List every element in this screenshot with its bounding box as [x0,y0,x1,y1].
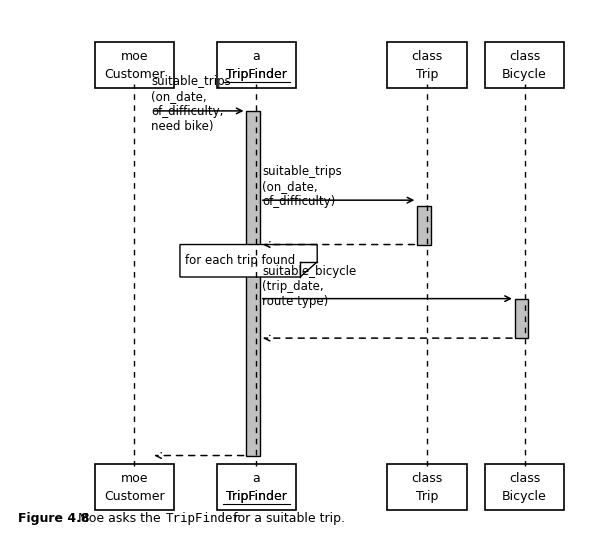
Text: for a suitable trip.: for a suitable trip. [229,512,345,525]
Text: a: a [253,50,260,63]
Text: TripFinder: TripFinder [226,68,287,81]
FancyBboxPatch shape [217,42,296,88]
Text: Trip: Trip [416,68,438,81]
Text: suitable_bicycle
(trip_date,
route type): suitable_bicycle (trip_date, route type) [262,265,357,308]
Text: class: class [509,50,540,63]
Text: moe: moe [120,50,148,63]
Text: TripFinder: TripFinder [226,68,287,81]
Text: for each trip found: for each trip found [185,254,295,267]
FancyBboxPatch shape [485,464,564,510]
Text: class: class [509,472,540,485]
FancyBboxPatch shape [515,299,528,338]
Text: TripFinder: TripFinder [226,490,287,503]
Text: suitable_trips
(on_date,
of_difficulty): suitable_trips (on_date, of_difficulty) [262,165,342,208]
Text: moe: moe [120,472,148,485]
Text: Figure 4.8: Figure 4.8 [18,512,90,525]
Text: Trip: Trip [416,490,438,503]
FancyBboxPatch shape [387,42,467,88]
FancyBboxPatch shape [485,42,564,88]
FancyBboxPatch shape [217,464,296,510]
Text: Bicycle: Bicycle [502,490,547,503]
Text: Moe asks the: Moe asks the [70,512,165,525]
FancyBboxPatch shape [246,111,260,456]
Text: Customer: Customer [104,490,165,503]
Text: Bicycle: Bicycle [502,68,547,81]
Text: Customer: Customer [104,68,165,81]
Polygon shape [180,245,317,277]
Text: class: class [411,50,443,63]
FancyBboxPatch shape [95,42,174,88]
Text: suitable_trips
(on_date,
of_difficulty,
need bike): suitable_trips (on_date, of_difficulty, … [151,75,231,133]
FancyBboxPatch shape [387,464,467,510]
FancyBboxPatch shape [417,206,431,245]
Text: class: class [411,472,443,485]
Text: TripFinder: TripFinder [226,490,287,503]
Text: a: a [253,472,260,485]
Text: TripFinder: TripFinder [166,512,241,525]
FancyBboxPatch shape [95,464,174,510]
